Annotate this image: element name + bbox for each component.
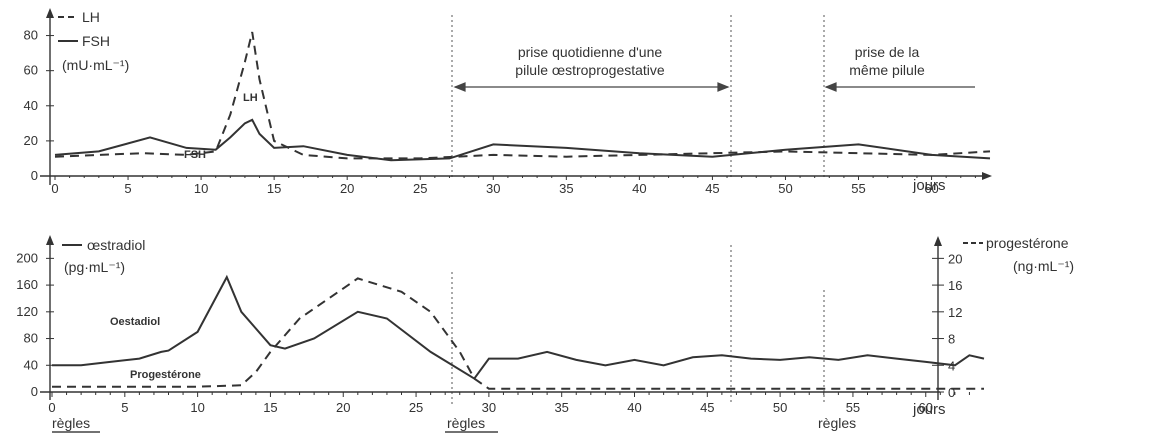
bottom-left-y-tick-label: 160 [16,277,38,292]
bottom-x-tick-label: 40 [627,400,641,415]
top-x-tick-label: 60 [924,181,938,196]
bottom-right-y-tick-label: 20 [948,251,962,266]
bottom-series [52,274,985,390]
legend-fsh-label: FSH [82,33,110,49]
top-x-tick-label: 30 [486,181,500,196]
bottom-x-tick-label: 55 [846,400,860,415]
top-x-tick-label: 10 [194,181,208,196]
bottom-right-y-tick-label: 16 [948,278,962,293]
lh-curve-label: LH [243,92,258,104]
top-x-tick-label: 50 [778,181,792,196]
bottom-x-tick-label: 60 [919,400,933,415]
bottom-right-y-axis-arrow [934,236,942,246]
bottom-x-tick-label: 0 [48,400,55,415]
top-x-tick-label: 0 [51,181,58,196]
regles-label-2: règles [447,415,485,431]
period-arrow-pilule [453,82,730,92]
oestradiol-curve-label: Oestadiol [110,316,160,328]
bottom-x-tick-label: 15 [263,400,277,415]
top-unit-label: (mU·mL⁻¹) [62,57,129,73]
bottom-x-tick-label: 45 [700,400,714,415]
top-x-axis-label: jours [912,177,946,194]
top-axes: 0 20 40 60 80 0 5 10 15 20 25 30 35 40 45 50 55 60 [24,8,992,196]
bottom-right-unit-label: (ng·mL⁻¹) [1013,258,1074,274]
regles-label-1: règles [52,415,90,431]
period-arrow-meme-pilule [824,82,975,92]
top-chart-lh-fsh: LH FSH (mU·mL⁻¹) prise quotidienne d'une… [24,8,992,196]
bottom-x-axis-label: jours [912,401,946,418]
top-x-tick-label: 45 [705,181,719,196]
progesterone-curve-label: Progestérone [130,369,201,381]
top-y-axis-arrow [46,8,54,18]
series-fsh-line [54,118,991,162]
series-progesterone-line [52,277,984,390]
top-x-tick-label: 15 [267,181,281,196]
bottom-left-y-tick-label: 80 [24,331,38,346]
annotation-meme-pilule-line1: prise de la [855,44,920,60]
legend-oestradiol-label: œstradiol [87,237,145,253]
legend-lh-label: LH [82,9,100,25]
bottom-x-tick-label: 50 [773,400,787,415]
bottom-x-tick-label: 5 [121,400,128,415]
top-x-tick-label: 5 [124,181,131,196]
top-x-tick-label: 35 [559,181,573,196]
legend-progesterone-label: progestérone [986,235,1069,251]
bottom-right-y-tick-label: 8 [948,332,955,347]
top-y-tick-label: 40 [24,98,38,113]
fsh-curve-label: FSH [184,149,206,161]
bottom-x-tick-label: 20 [336,400,350,415]
bottom-x-tick-label: 25 [409,400,423,415]
bottom-left-y-tick-label: 120 [16,304,38,319]
bottom-right-y-tick-label: 0 [948,385,955,400]
annotation-meme-pilule-line2: même pilule [849,62,925,78]
top-x-tick-label: 40 [632,181,646,196]
top-y-tick-label: 20 [24,133,38,148]
bottom-x-tick-label: 30 [482,400,496,415]
top-y-tick-label: 60 [24,63,38,78]
top-x-tick-label: 25 [413,181,427,196]
bottom-left-y-tick-label: 0 [31,384,38,399]
top-x-tick-label: 20 [340,181,354,196]
top-y-tick-label: 80 [24,28,38,43]
annotation-pilule-line1: prise quotidienne d'une [518,44,663,60]
top-x-tick-label: 55 [851,181,865,196]
bottom-left-unit-label: (pg·mL⁻¹) [64,259,125,275]
bottom-right-y-tick-label: 12 [948,305,962,320]
regles-label-3: règles [818,415,856,431]
bottom-left-y-axis-arrow [46,235,54,245]
top-x-axis-arrow [982,172,992,180]
series-oestradiol-line [52,274,985,380]
bottom-chart-oestradiol-progesterone: œstradiol (pg·mL⁻¹) progestérone (ng·mL⁻… [16,235,1074,433]
top-y-tick-label: 0 [31,168,38,183]
top-series [54,31,991,162]
bottom-left-y-tick-label: 40 [24,357,38,372]
bottom-x-tick-label: 35 [554,400,568,415]
annotation-pilule-line2: pilule œstroprogestative [515,62,665,78]
bottom-x-tick-label: 10 [190,400,204,415]
bottom-left-y-tick-label: 200 [16,250,38,265]
